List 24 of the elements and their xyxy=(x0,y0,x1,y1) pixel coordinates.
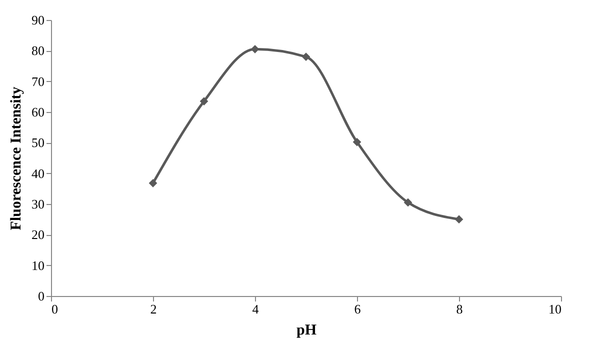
y-tick-label: 20 xyxy=(32,227,44,242)
y-tick-label: 50 xyxy=(32,135,44,150)
x-tick-label: 0 xyxy=(52,302,58,316)
x-tick-label: 6 xyxy=(354,302,362,316)
y-tick-label: 90 xyxy=(32,12,44,28)
y-tick-label: 0 xyxy=(38,288,44,304)
y-tick-label: 60 xyxy=(32,104,44,120)
point xyxy=(200,97,208,106)
y-tick-label: 10 xyxy=(32,258,44,273)
y-axis-title: Fluorescence Intensity xyxy=(8,86,24,230)
point xyxy=(454,215,464,224)
y-tick-label: 40 xyxy=(32,166,44,181)
y-tick-label: 70 xyxy=(32,74,44,89)
x-axis-title: pH xyxy=(296,322,317,338)
x-tick-label: 2 xyxy=(150,302,157,316)
point xyxy=(148,178,158,188)
point xyxy=(352,138,362,146)
x-tick-label: 4 xyxy=(252,302,260,316)
point xyxy=(302,52,310,61)
y-tick-label: 30 xyxy=(32,196,44,212)
y-tick-label: 80 xyxy=(32,43,44,58)
point xyxy=(404,198,412,207)
x-tick-label: 10 xyxy=(548,302,562,316)
x-tick-label: 8 xyxy=(456,302,463,316)
